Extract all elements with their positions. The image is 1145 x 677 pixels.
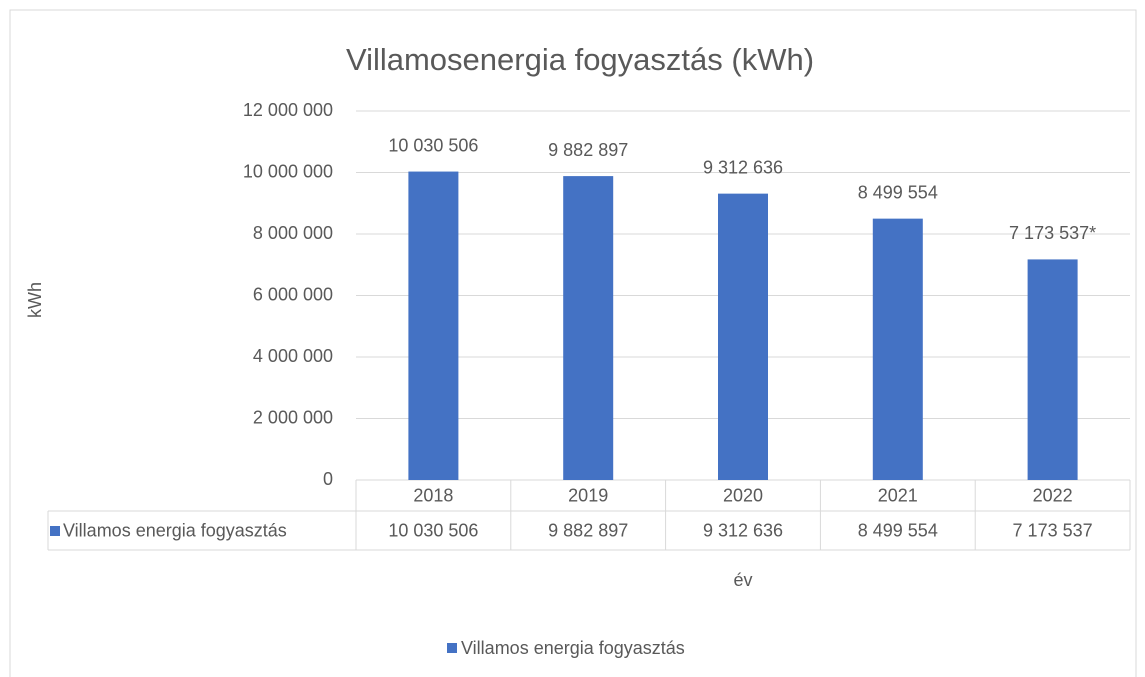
y-tick-label: 8 000 000 bbox=[253, 223, 333, 243]
y-tick-label: 6 000 000 bbox=[253, 284, 333, 304]
x-tick-label: 2022 bbox=[1033, 485, 1073, 505]
data-label: 9 882 897 bbox=[548, 140, 628, 160]
table-cell: 8 499 554 bbox=[858, 520, 938, 540]
bar bbox=[872, 218, 923, 480]
legend-key bbox=[447, 643, 457, 653]
table-legend-key bbox=[50, 526, 60, 536]
data-label: 7 173 537* bbox=[1009, 223, 1096, 243]
data-label: 8 499 554 bbox=[858, 182, 938, 202]
y-axis-label: kWh bbox=[25, 282, 45, 318]
legend-label: Villamos energia fogyasztás bbox=[461, 638, 685, 658]
x-axis-label: év bbox=[733, 570, 752, 590]
bar bbox=[1027, 259, 1078, 480]
y-tick-label: 12 000 000 bbox=[243, 100, 333, 120]
y-tick-label: 10 000 000 bbox=[243, 161, 333, 181]
bar bbox=[718, 193, 768, 480]
y-tick-label: 2 000 000 bbox=[253, 407, 333, 427]
data-label: 10 030 506 bbox=[388, 135, 478, 155]
x-tick-label: 2018 bbox=[413, 485, 453, 505]
x-tick-label: 2021 bbox=[878, 485, 918, 505]
chart-title: Villamosenergia fogyasztás (kWh) bbox=[346, 42, 814, 77]
bar bbox=[563, 176, 614, 480]
x-tick-label: 2020 bbox=[723, 485, 763, 505]
x-tick-label: 2019 bbox=[568, 485, 608, 505]
chart-border bbox=[9, 9, 1137, 677]
y-tick-label: 0 bbox=[323, 469, 333, 489]
table-cell: 10 030 506 bbox=[388, 520, 478, 540]
table-cell: 9 882 897 bbox=[548, 520, 628, 540]
bar bbox=[408, 171, 459, 480]
table-cell: 7 173 537 bbox=[1013, 520, 1093, 540]
table-cell: 9 312 636 bbox=[703, 520, 783, 540]
table-row-label: Villamos energia fogyasztás bbox=[63, 520, 287, 540]
data-label: 9 312 636 bbox=[703, 157, 783, 177]
y-tick-label: 4 000 000 bbox=[253, 346, 333, 366]
